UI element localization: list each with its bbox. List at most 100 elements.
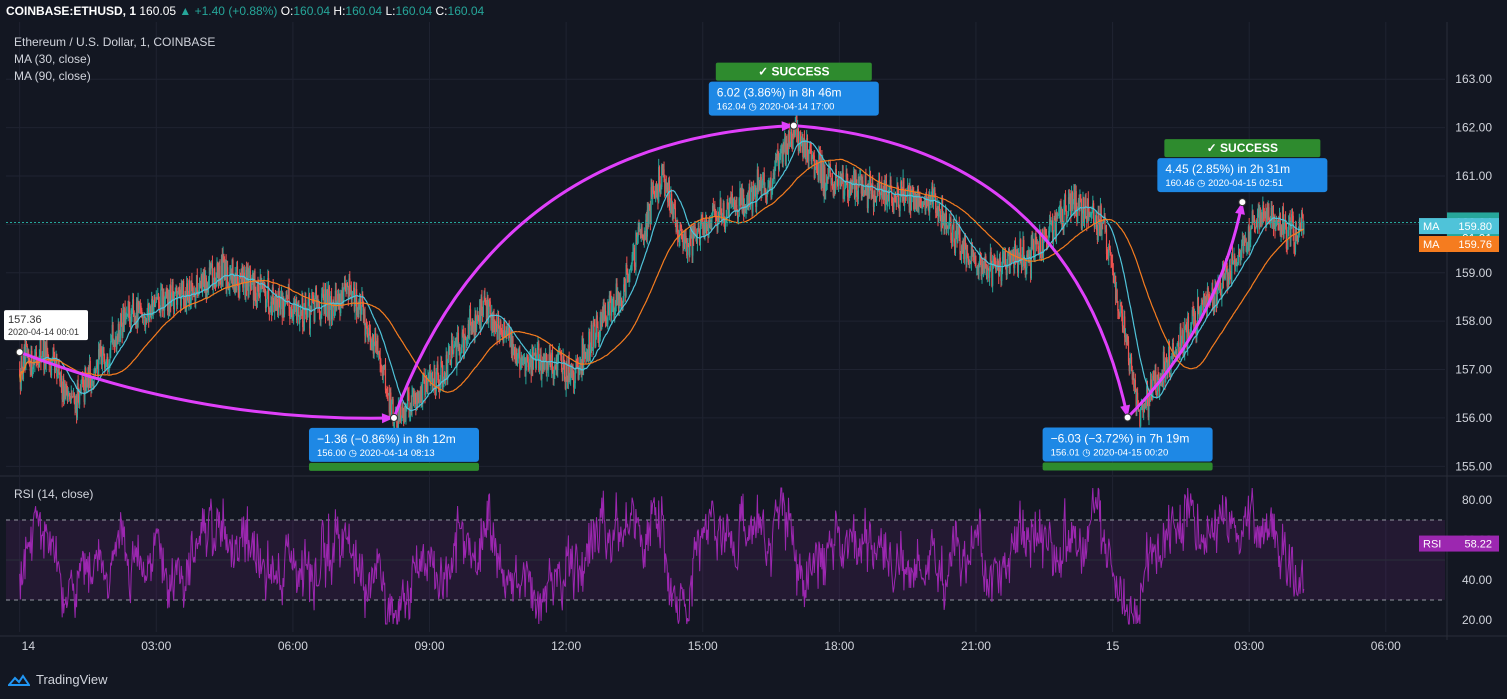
candle-body bbox=[618, 293, 620, 309]
candle-body bbox=[1112, 271, 1114, 276]
candle-body bbox=[935, 197, 937, 213]
candle-body bbox=[781, 145, 783, 147]
candle-body bbox=[977, 266, 979, 275]
candle-body bbox=[144, 316, 146, 327]
candle-body bbox=[451, 340, 453, 351]
candle-body bbox=[593, 323, 595, 325]
candle-body bbox=[66, 384, 68, 389]
chart-background bbox=[0, 22, 1507, 672]
candle-body bbox=[1298, 219, 1300, 235]
candle-body bbox=[840, 178, 842, 186]
candle-body bbox=[768, 184, 770, 187]
candle-body bbox=[1144, 400, 1146, 410]
candle-body bbox=[563, 356, 565, 363]
candle-body bbox=[608, 295, 610, 316]
candle-body bbox=[246, 266, 248, 288]
candle-body bbox=[467, 323, 469, 338]
candle-body bbox=[324, 289, 327, 317]
candle-body bbox=[169, 285, 171, 313]
candle-body bbox=[1089, 214, 1092, 216]
ma-tag-value: 159.76 bbox=[1458, 239, 1492, 251]
candle-body bbox=[960, 246, 963, 259]
candle-body bbox=[390, 401, 393, 415]
candle-body bbox=[1225, 262, 1227, 275]
candle-body bbox=[799, 131, 801, 146]
ma-tag-label: MA bbox=[1423, 239, 1440, 251]
candle-body bbox=[544, 358, 546, 369]
candle-body bbox=[123, 308, 125, 325]
candle-body bbox=[408, 392, 410, 418]
candle-body bbox=[475, 314, 477, 330]
candle-body bbox=[771, 180, 774, 191]
candle-body bbox=[1150, 379, 1152, 394]
candle-body bbox=[314, 295, 316, 321]
candle-body bbox=[794, 125, 796, 136]
tradingview-logo[interactable]: TradingView bbox=[8, 672, 108, 687]
candle-body bbox=[1237, 262, 1239, 266]
candle-body bbox=[482, 300, 484, 316]
candle-body bbox=[1239, 255, 1241, 258]
candle-body bbox=[214, 281, 217, 284]
candle-body bbox=[1231, 253, 1233, 281]
candle-body bbox=[1069, 198, 1071, 204]
candle-body bbox=[379, 356, 381, 364]
candle-body bbox=[992, 258, 995, 262]
candle-body bbox=[954, 232, 957, 253]
candle-body bbox=[494, 324, 496, 333]
symbol-name[interactable]: COINBASE:ETHUSD, 1 bbox=[6, 4, 137, 18]
candle-body bbox=[998, 267, 1000, 276]
open-value: 160.04 bbox=[293, 4, 331, 18]
candle-body bbox=[1252, 211, 1254, 219]
candle-body bbox=[1200, 313, 1202, 315]
ma-tag-label: MA bbox=[1423, 221, 1440, 233]
candle-body bbox=[1004, 250, 1006, 263]
ma-tag-value: 159.80 bbox=[1458, 221, 1492, 233]
candle-body bbox=[50, 362, 53, 376]
candle-body bbox=[1080, 194, 1082, 199]
candle-body bbox=[126, 314, 129, 316]
close-label: C: bbox=[435, 4, 448, 18]
candle-body bbox=[946, 226, 948, 230]
candle-body bbox=[352, 293, 354, 295]
x-tick-label: 03:00 bbox=[1234, 639, 1264, 653]
candle-body bbox=[609, 295, 611, 298]
candle-body bbox=[444, 372, 446, 381]
candle-body bbox=[1278, 222, 1280, 230]
legend-ma90[interactable]: MA (90, close) bbox=[14, 69, 91, 83]
price-chart[interactable]: 14 03:00 06:00 09:00 12:00 15:00 18:00 21:00 15 0… bbox=[0, 22, 1507, 672]
legend-title[interactable]: Ethereum / U.S. Dollar, 1, COINBASE bbox=[14, 35, 216, 49]
candle-body bbox=[436, 364, 438, 372]
candle-body bbox=[963, 235, 966, 260]
candle-body bbox=[320, 314, 322, 321]
candle-body bbox=[315, 287, 318, 303]
rsi-legend[interactable]: RSI (14, close) bbox=[14, 487, 94, 501]
candle-body bbox=[506, 331, 508, 334]
candle-body bbox=[62, 378, 64, 400]
candle-body bbox=[569, 380, 571, 382]
candle-body bbox=[388, 393, 390, 413]
candle-body bbox=[69, 392, 71, 400]
candle-body bbox=[1040, 254, 1042, 257]
candle-body bbox=[288, 286, 290, 309]
candle-body bbox=[302, 298, 304, 328]
candle-body bbox=[611, 304, 613, 316]
candle-body bbox=[702, 223, 705, 229]
x-tick-label: 09:00 bbox=[414, 639, 444, 653]
candle-body bbox=[861, 180, 863, 194]
candle-body bbox=[67, 395, 69, 397]
candle-body bbox=[53, 347, 55, 357]
candle-body bbox=[40, 340, 42, 362]
candle-body bbox=[1127, 335, 1129, 342]
candle-body bbox=[667, 180, 670, 203]
candle-body bbox=[1013, 252, 1015, 269]
candle-body bbox=[1172, 342, 1174, 358]
candle-body bbox=[1083, 197, 1085, 222]
candle-body bbox=[607, 301, 609, 324]
legend-ma30[interactable]: MA (30, close) bbox=[14, 52, 91, 66]
candle-body bbox=[1247, 243, 1249, 247]
candle-body bbox=[1070, 198, 1072, 216]
candle-body bbox=[489, 301, 491, 314]
candle-body bbox=[765, 194, 768, 198]
candle-body bbox=[349, 289, 352, 295]
candle-body bbox=[891, 188, 893, 203]
